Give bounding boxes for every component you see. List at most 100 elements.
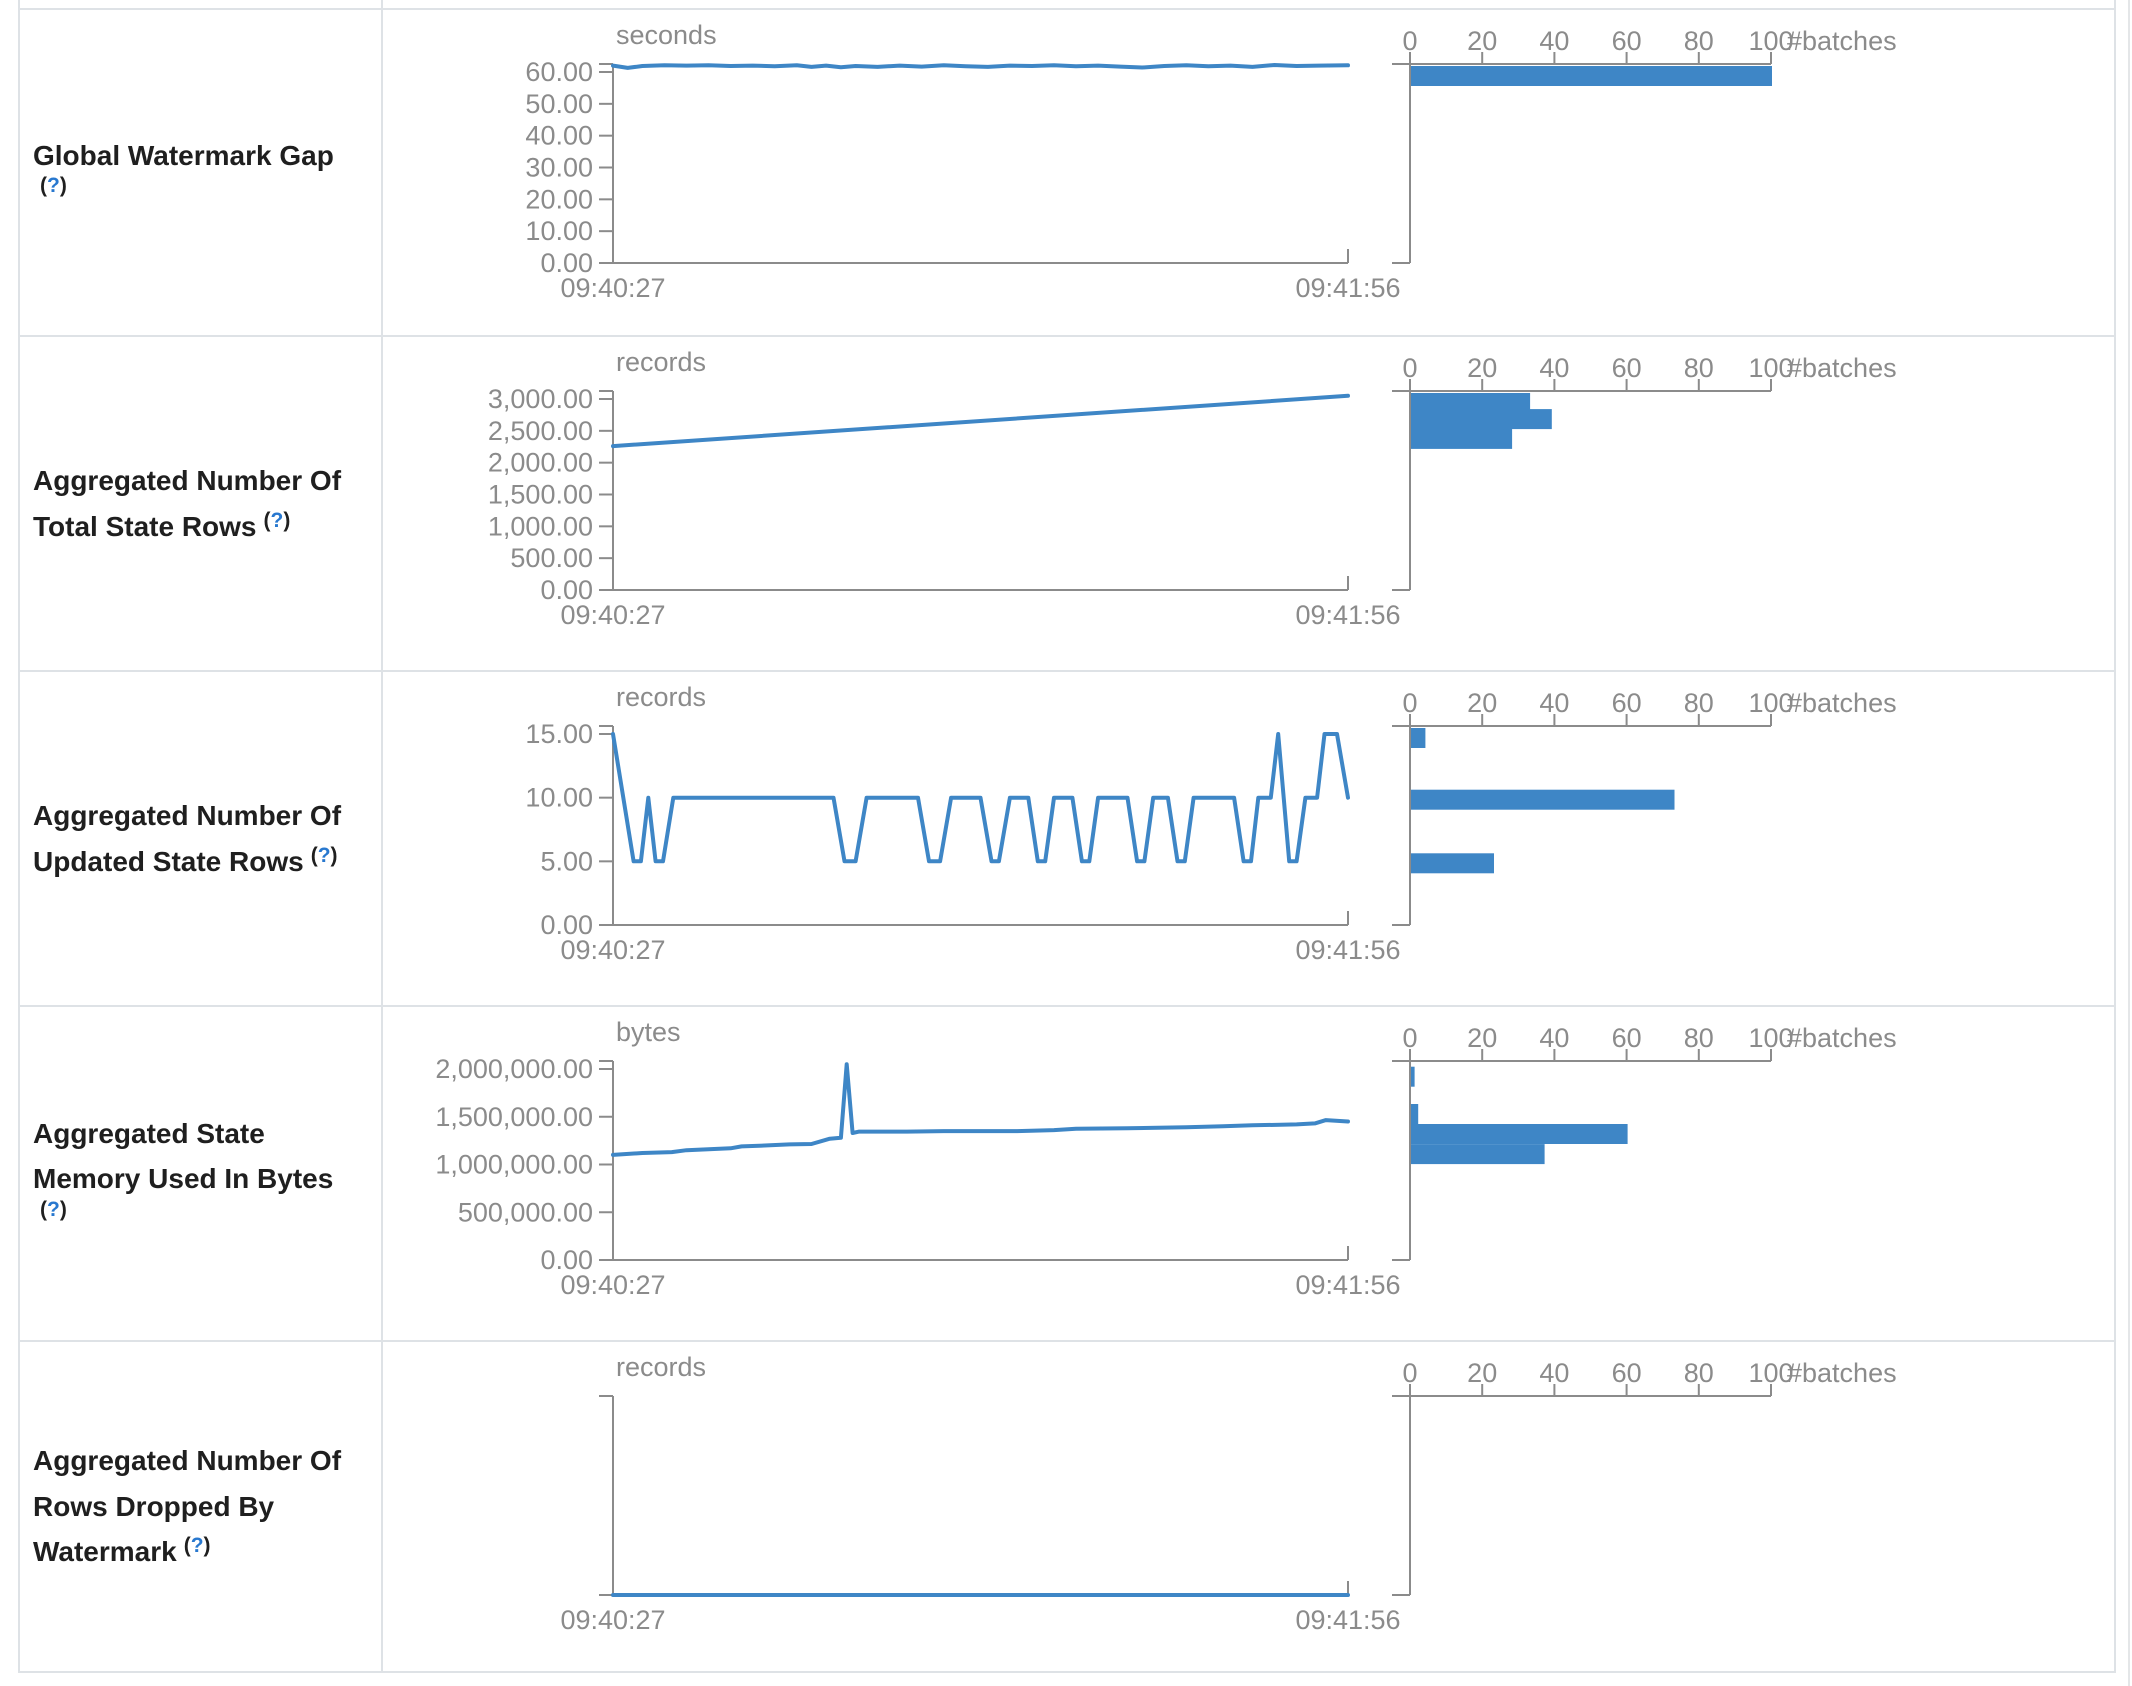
svg-text:seconds: seconds — [616, 20, 717, 50]
svg-text:0: 0 — [1402, 26, 1417, 56]
metric-row-updated-state-rows: Aggregated Number Of Updated State Rows(… — [20, 672, 2114, 1007]
help-marker: (?) — [40, 174, 67, 198]
svg-text:0: 0 — [1402, 1023, 1417, 1053]
svg-text:80: 80 — [1684, 1358, 1714, 1388]
histogram-bar — [1411, 728, 1426, 748]
timeline-and-histogram-chart: records 0.00 5.00 10.00 15.00 09:40:27 09:41:5… — [525, 682, 1896, 965]
histogram-bar — [1411, 393, 1531, 413]
svg-text:60: 60 — [1612, 1023, 1642, 1053]
metric-label: Aggregated Number Of Total State Rows (?) — [20, 337, 383, 670]
metric-label: Aggregated Number Of Rows Dropped By Wat… — [20, 1342, 383, 1671]
svg-text:40: 40 — [1539, 1023, 1569, 1053]
svg-text:80: 80 — [1684, 353, 1714, 383]
table-border-stub-left — [18, 0, 20, 8]
svg-text:2,000,000.00: 2,000,000.00 — [435, 1054, 593, 1084]
svg-text:09:40:27: 09:40:27 — [560, 1605, 665, 1635]
svg-text:60: 60 — [1612, 353, 1642, 383]
svg-text:09:40:27: 09:40:27 — [560, 273, 665, 303]
svg-text:40: 40 — [1539, 353, 1569, 383]
svg-text:0: 0 — [1402, 1358, 1417, 1388]
timeline-and-histogram-chart: bytes 0.00 500,000.00 1,000,000.00 1,500,000… — [435, 1017, 1897, 1300]
metric-label-text: Aggregated Number Of Updated State Rows — [33, 800, 342, 877]
svg-text:60: 60 — [1612, 688, 1642, 718]
svg-text:09:40:27: 09:40:27 — [560, 600, 665, 630]
timeline-and-histogram-chart: seconds 0.0010.0020.0030.0040.0050.0060.0… — [525, 20, 1897, 303]
svg-text:records: records — [616, 347, 706, 377]
svg-text:09:41:56: 09:41:56 — [1295, 1605, 1400, 1635]
svg-text:09:41:56: 09:41:56 — [1295, 273, 1400, 303]
help-link[interactable]: ? — [47, 1197, 60, 1221]
svg-text:60.00: 60.00 — [525, 57, 593, 87]
svg-text:10.00: 10.00 — [525, 783, 593, 813]
svg-text:3,000.00: 3,000.00 — [488, 384, 593, 414]
svg-text:100: 100 — [1748, 688, 1793, 718]
help-link[interactable]: ? — [317, 843, 331, 867]
svg-text:records: records — [616, 682, 706, 712]
svg-text:10.00: 10.00 — [525, 216, 593, 246]
svg-text:0: 0 — [1402, 353, 1417, 383]
svg-text:#batches: #batches — [1787, 353, 1897, 383]
svg-text:5.00: 5.00 — [540, 846, 593, 876]
svg-text:1,500,000.00: 1,500,000.00 — [435, 1102, 593, 1132]
help-marker: (?) — [40, 1197, 67, 1221]
svg-text:0.00: 0.00 — [540, 1245, 593, 1275]
svg-text:1,500.00: 1,500.00 — [488, 480, 593, 510]
svg-text:#batches: #batches — [1787, 1023, 1897, 1053]
table-border-stub-divider — [381, 0, 383, 8]
help-marker: (?) — [263, 508, 291, 532]
svg-text:09:41:56: 09:41:56 — [1295, 600, 1400, 630]
metric-row-rows-dropped-by-watermark: Aggregated Number Of Rows Dropped By Wat… — [20, 1342, 2114, 1671]
svg-text:09:40:27: 09:40:27 — [560, 1270, 665, 1300]
svg-text:80: 80 — [1684, 688, 1714, 718]
help-link[interactable]: ? — [190, 1534, 204, 1558]
svg-text:20.00: 20.00 — [525, 184, 593, 214]
svg-text:100: 100 — [1748, 1358, 1793, 1388]
svg-text:#batches: #batches — [1787, 26, 1897, 56]
svg-text:bytes: bytes — [616, 1017, 681, 1047]
svg-text:30.00: 30.00 — [525, 153, 593, 183]
svg-text:15.00: 15.00 — [525, 719, 593, 749]
svg-text:2,000.00: 2,000.00 — [488, 448, 593, 478]
svg-text:09:41:56: 09:41:56 — [1295, 935, 1400, 965]
histogram-bar — [1411, 853, 1494, 874]
svg-text:0.00: 0.00 — [540, 575, 593, 605]
svg-text:100: 100 — [1748, 353, 1793, 383]
svg-text:40: 40 — [1539, 688, 1569, 718]
svg-text:50.00: 50.00 — [525, 89, 593, 119]
metric-label-text: Global Watermark Gap — [33, 139, 334, 171]
metric-label-text: Aggregated Number Of Total State Rows — [33, 465, 342, 542]
metric-row-global-watermark-gap: Global Watermark Gap (?) seconds 0.00 10.0… — [20, 10, 2114, 337]
svg-text:0.00: 0.00 — [540, 910, 593, 940]
svg-text:20: 20 — [1467, 1358, 1497, 1388]
streaming-metrics-table: Global Watermark Gap (?) seconds 0.00 10.0… — [18, 8, 2116, 1673]
svg-text:20: 20 — [1467, 688, 1497, 718]
page-edge-line — [2128, 0, 2130, 1686]
help-marker: (?) — [183, 1534, 211, 1558]
help-link[interactable]: ? — [47, 174, 60, 198]
metric-row-state-memory-used: Aggregated State Memory Used In Bytes (?… — [20, 1007, 2114, 1342]
metric-label-text: Aggregated Number Of Rows Dropped By Wat… — [33, 1445, 342, 1568]
svg-text:20: 20 — [1467, 1023, 1497, 1053]
histogram-bar — [1411, 428, 1513, 449]
svg-text:1,000.00: 1,000.00 — [488, 511, 593, 541]
svg-text:09:41:56: 09:41:56 — [1295, 1270, 1400, 1300]
histogram-bar — [1411, 1124, 1628, 1144]
svg-text:#batches: #batches — [1787, 1358, 1897, 1388]
svg-text:20: 20 — [1467, 26, 1497, 56]
metric-label: Global Watermark Gap (?) — [20, 10, 383, 335]
timeline-and-histogram-chart: records 0.00500.001,000.001,500.002,000.0… — [488, 347, 1897, 630]
svg-text:2,500.00: 2,500.00 — [488, 416, 593, 446]
timeline-and-histogram-chart: records 09:40:27 09:41:56 0 20 40 60 80 100#batc… — [560, 1352, 1897, 1635]
svg-text:records: records — [616, 1352, 706, 1382]
svg-text:40: 40 — [1539, 26, 1569, 56]
histogram-bar — [1411, 1144, 1545, 1165]
svg-text:80: 80 — [1684, 26, 1714, 56]
histogram-bar — [1411, 1066, 1415, 1087]
help-marker: (?) — [310, 843, 338, 867]
svg-text:0: 0 — [1402, 688, 1417, 718]
svg-text:500,000.00: 500,000.00 — [458, 1197, 593, 1227]
metric-label: Aggregated Number Of Updated State Rows(… — [20, 672, 383, 1005]
svg-text:20: 20 — [1467, 353, 1497, 383]
help-link[interactable]: ? — [270, 508, 284, 532]
